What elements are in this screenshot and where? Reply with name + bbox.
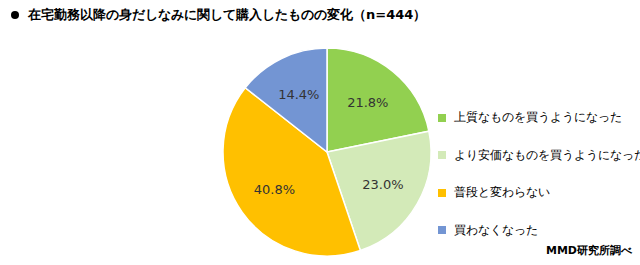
svg-text:23.0%: 23.0% — [362, 177, 403, 192]
html-text:上質なものを買うようになった: 上質なものを買うようになった — [454, 110, 622, 125]
svg-text:40.8%: 40.8% — [254, 182, 295, 197]
html-text:在宅勤務以降の身だしなみに関して購入したものの変化（n=44: 在宅勤務以降の身だしなみに関して購入したものの変化（n=444） — [28, 7, 427, 22]
svg-text:14.4%: 14.4% — [278, 87, 319, 102]
html-text:普段と変わらない: 普段と変わらない — [454, 185, 550, 200]
html-text:MMD研究所調べ: MMD研究所調べ — [546, 244, 632, 257]
svg-text:21.8%: 21.8% — [347, 95, 388, 110]
html-text:買わなくなった: 買わなくなった — [454, 222, 538, 237]
